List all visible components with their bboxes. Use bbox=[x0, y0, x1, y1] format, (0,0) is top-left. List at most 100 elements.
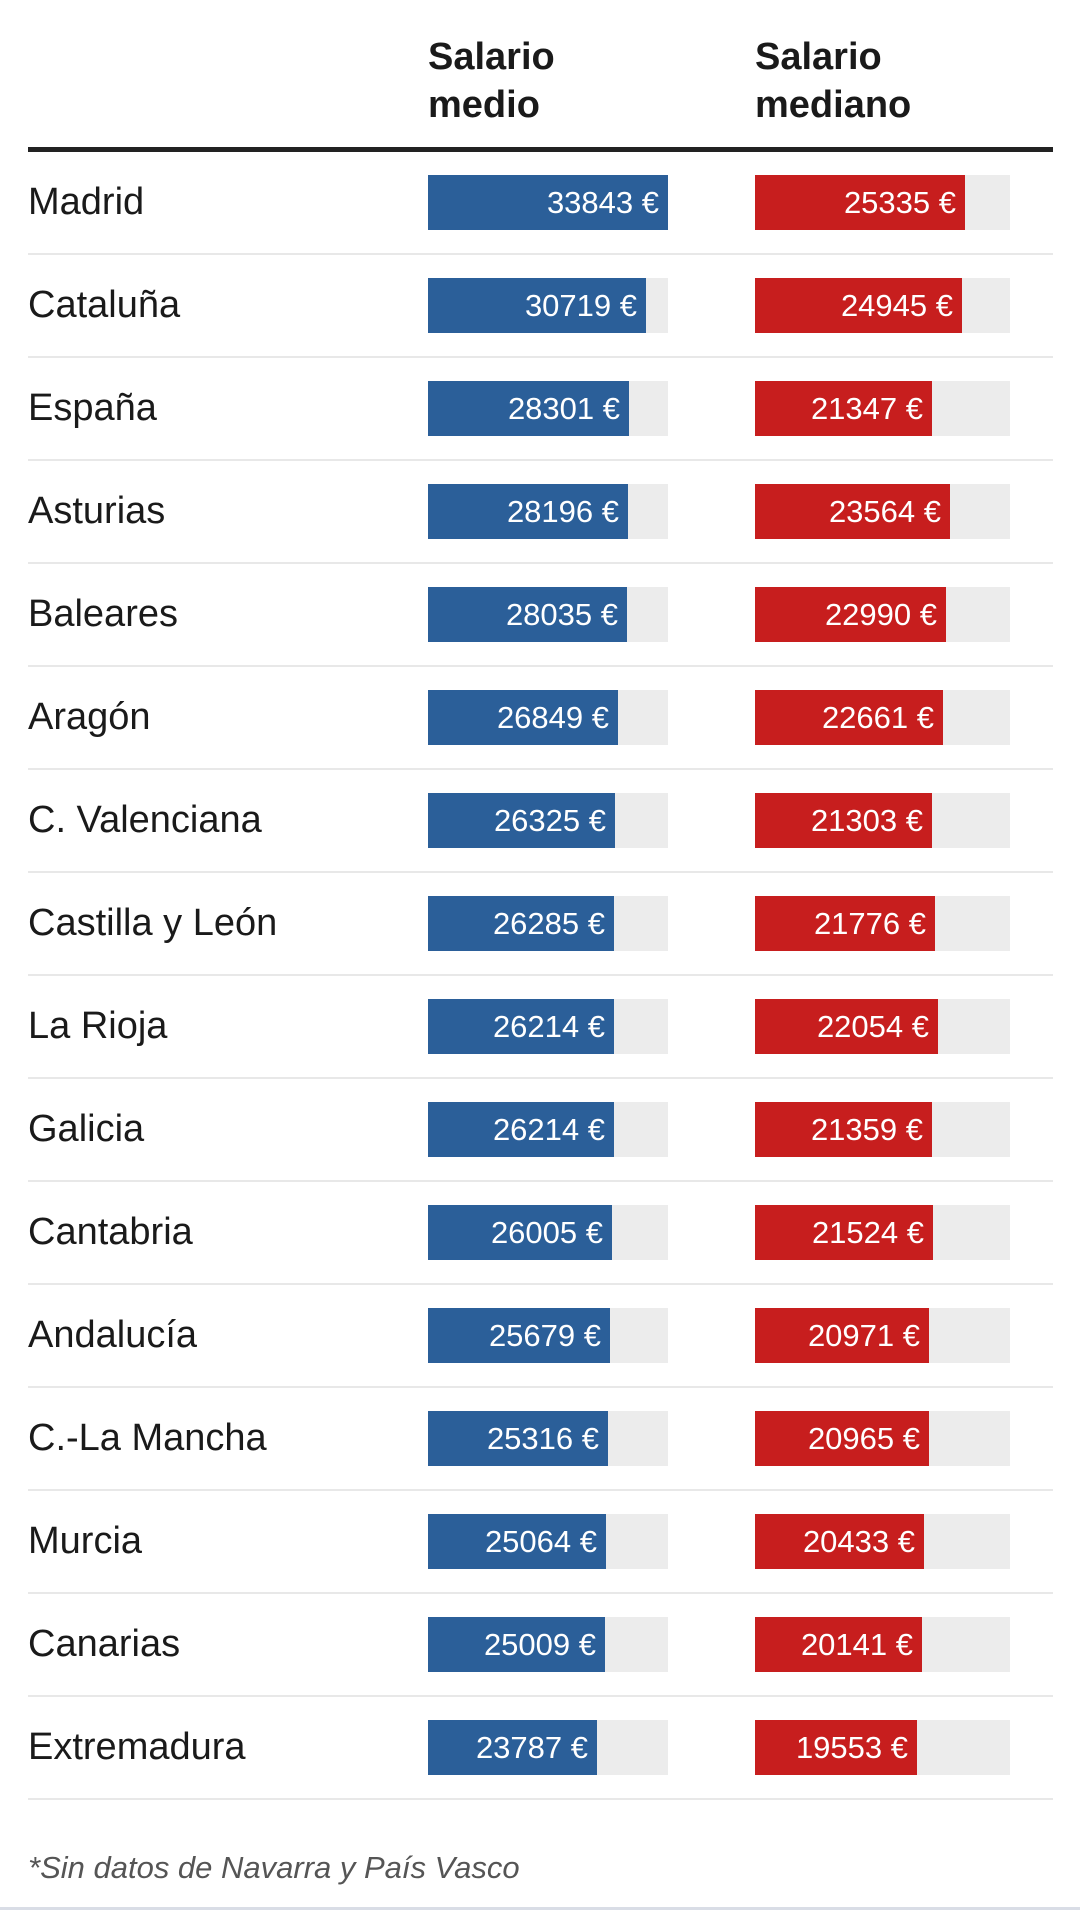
median-bar-track: 22054 € bbox=[755, 999, 1010, 1054]
region-label: Asturias bbox=[28, 490, 166, 532]
median-bar-track: 21776 € bbox=[755, 896, 1010, 951]
region-label: Cantabria bbox=[28, 1211, 193, 1253]
region-label: Canarias bbox=[28, 1623, 181, 1665]
mean-bar-track: 33843 € bbox=[428, 175, 668, 230]
region-label: La Rioja bbox=[28, 1005, 168, 1047]
median-bar: 21303 € bbox=[755, 793, 932, 848]
mean-value-label: 25679 € bbox=[488, 1317, 601, 1353]
median-bar-track: 21359 € bbox=[755, 1102, 1010, 1157]
median-bar-track: 25335 € bbox=[755, 175, 1010, 230]
mean-value-label: 23787 € bbox=[475, 1729, 588, 1765]
median-bar: 21524 € bbox=[755, 1205, 933, 1260]
region-label: C.-La Mancha bbox=[28, 1417, 267, 1459]
region-label: España bbox=[28, 387, 157, 429]
mean-bar: 26005 € bbox=[428, 1205, 612, 1260]
mean-value-label: 25009 € bbox=[483, 1626, 596, 1662]
median-bar-track: 21303 € bbox=[755, 793, 1010, 848]
median-bar-track: 20433 € bbox=[755, 1514, 1010, 1569]
mean-value-label: 33843 € bbox=[546, 184, 659, 220]
table-row: Extremadura 23787 € 19553 € bbox=[28, 1697, 1053, 1800]
mean-value-label: 25064 € bbox=[484, 1523, 597, 1559]
median-value-label: 21776 € bbox=[813, 905, 926, 941]
mean-bar-track: 25316 € bbox=[428, 1411, 668, 1466]
mean-bar: 25009 € bbox=[428, 1617, 605, 1672]
mean-bar-track: 26005 € bbox=[428, 1205, 668, 1260]
mean-bar-track: 25679 € bbox=[428, 1308, 668, 1363]
median-value-label: 20971 € bbox=[807, 1317, 920, 1353]
table-body: Madrid 33843 € 25335 € Cataluña 30719 € 24945… bbox=[28, 152, 1053, 1800]
median-bar-track: 22990 € bbox=[755, 587, 1010, 642]
median-bar-track: 23564 € bbox=[755, 484, 1010, 539]
mean-bar: 30719 € bbox=[428, 278, 646, 333]
table-row: C.-La Mancha 25316 € 20965 € bbox=[28, 1388, 1053, 1491]
mean-bar: 25316 € bbox=[428, 1411, 608, 1466]
table-row: Murcia 25064 € 20433 € bbox=[28, 1491, 1053, 1594]
region-label: Castilla y León bbox=[28, 902, 278, 944]
column-header-median-line1: Salario bbox=[755, 36, 882, 78]
mean-bar: 33843 € bbox=[428, 175, 668, 230]
region-label: C. Valenciana bbox=[28, 799, 262, 841]
median-bar-track: 21524 € bbox=[755, 1205, 1010, 1260]
table-row: Galicia 26214 € 21359 € bbox=[28, 1079, 1053, 1182]
median-value-label: 20965 € bbox=[807, 1420, 920, 1456]
median-value-label: 19553 € bbox=[795, 1729, 908, 1765]
region-label: Aragón bbox=[28, 696, 151, 738]
region-label: Madrid bbox=[28, 181, 145, 223]
table-row: Madrid 33843 € 25335 € bbox=[28, 152, 1053, 255]
median-bar: 22661 € bbox=[755, 690, 943, 745]
mean-bar-track: 28196 € bbox=[428, 484, 668, 539]
column-header-median-line2: mediano bbox=[755, 84, 912, 126]
median-value-label: 22990 € bbox=[824, 596, 937, 632]
page-bottom-rule bbox=[0, 1907, 1080, 1910]
median-value-label: 24945 € bbox=[840, 287, 953, 323]
mean-value-label: 26214 € bbox=[492, 1111, 605, 1147]
mean-bar-track: 28035 € bbox=[428, 587, 668, 642]
median-bar: 21359 € bbox=[755, 1102, 932, 1157]
mean-value-label: 28035 € bbox=[505, 596, 618, 632]
region-label: Extremadura bbox=[28, 1726, 246, 1768]
median-bar: 23564 € bbox=[755, 484, 950, 539]
region-label: Andalucía bbox=[28, 1314, 198, 1356]
mean-value-label: 28196 € bbox=[506, 493, 619, 529]
median-value-label: 22661 € bbox=[821, 699, 934, 735]
column-header-salario-medio: Salario medio bbox=[428, 33, 555, 129]
mean-bar-track: 26285 € bbox=[428, 896, 668, 951]
median-bar: 20433 € bbox=[755, 1514, 924, 1569]
median-bar: 19553 € bbox=[755, 1720, 917, 1775]
region-label: Galicia bbox=[28, 1108, 145, 1150]
median-bar-track: 20971 € bbox=[755, 1308, 1010, 1363]
mean-bar: 28301 € bbox=[428, 381, 629, 436]
mean-bar: 23787 € bbox=[428, 1720, 597, 1775]
table-row: Asturias 28196 € 23564 € bbox=[28, 461, 1053, 564]
table-row: La Rioja 26214 € 22054 € bbox=[28, 976, 1053, 1079]
mean-bar: 26285 € bbox=[428, 896, 614, 951]
column-header-mean-line2: medio bbox=[428, 84, 540, 126]
table-row: Andalucía 25679 € 20971 € bbox=[28, 1285, 1053, 1388]
median-bar: 22990 € bbox=[755, 587, 946, 642]
table-row: Aragón 26849 € 22661 € bbox=[28, 667, 1053, 770]
median-bar: 20141 € bbox=[755, 1617, 922, 1672]
mean-bar: 26325 € bbox=[428, 793, 615, 848]
mean-bar-track: 28301 € bbox=[428, 381, 668, 436]
median-bar: 25335 € bbox=[755, 175, 965, 230]
mean-value-label: 26005 € bbox=[490, 1214, 603, 1250]
median-value-label: 20433 € bbox=[802, 1523, 915, 1559]
region-label: Baleares bbox=[28, 593, 178, 635]
mean-value-label: 30719 € bbox=[524, 287, 637, 323]
mean-bar: 26214 € bbox=[428, 1102, 614, 1157]
median-value-label: 20141 € bbox=[800, 1626, 913, 1662]
table-row: Baleares 28035 € 22990 € bbox=[28, 564, 1053, 667]
median-bar-track: 24945 € bbox=[755, 278, 1010, 333]
mean-bar: 25064 € bbox=[428, 1514, 606, 1569]
mean-bar: 28196 € bbox=[428, 484, 628, 539]
mean-bar-track: 26214 € bbox=[428, 1102, 668, 1157]
mean-bar-track: 25009 € bbox=[428, 1617, 668, 1672]
table-row: Castilla y León 26285 € 21776 € bbox=[28, 873, 1053, 976]
region-label: Cataluña bbox=[28, 284, 181, 326]
median-bar: 22054 € bbox=[755, 999, 938, 1054]
mean-bar-track: 26849 € bbox=[428, 690, 668, 745]
table-row: Cantabria 26005 € 21524 € bbox=[28, 1182, 1053, 1285]
mean-bar: 25679 € bbox=[428, 1308, 610, 1363]
table-header: Salario medio Salario mediano bbox=[28, 0, 1053, 152]
median-value-label: 21359 € bbox=[810, 1111, 923, 1147]
